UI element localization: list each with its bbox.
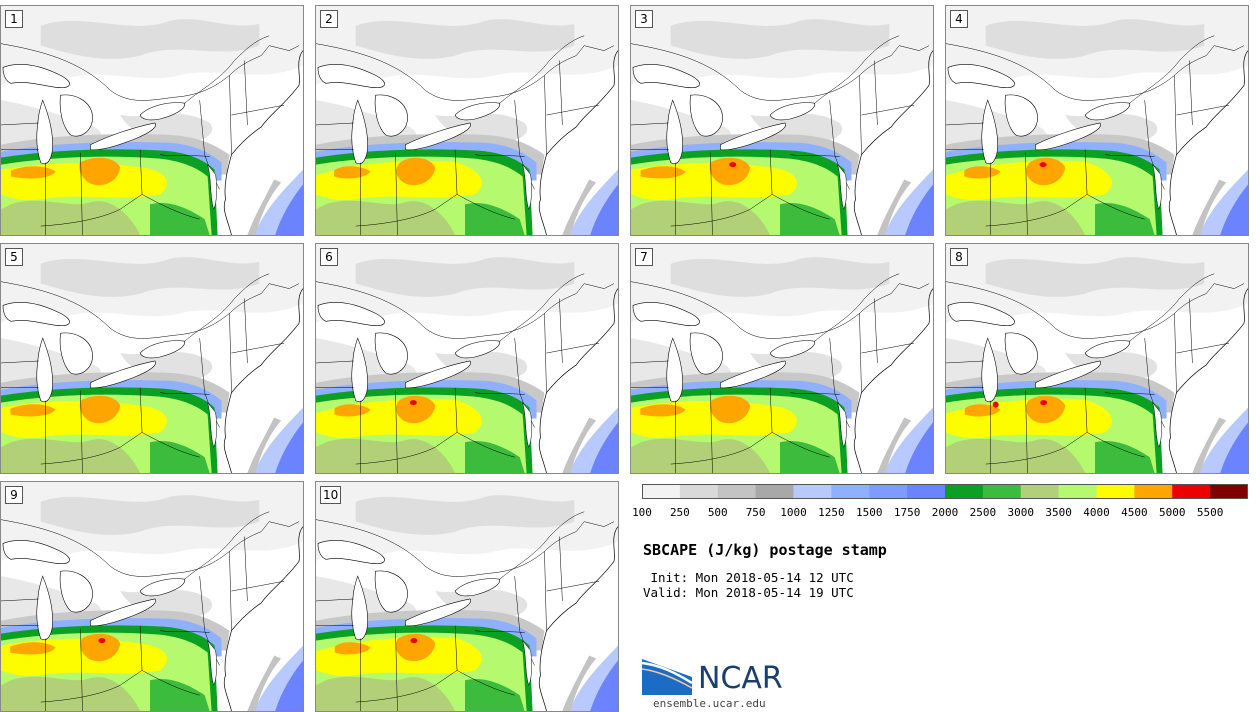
- member-number: 8: [950, 248, 968, 266]
- sbcape-map: [631, 6, 933, 235]
- colorbar-label: 5500: [1196, 506, 1224, 519]
- ensemble-member-panel: 2: [315, 5, 619, 236]
- colorbar-swatch: [1020, 484, 1060, 499]
- colorbar-label: 750: [745, 506, 766, 519]
- colorbar-label: 4500: [1121, 506, 1148, 519]
- init-time: Init: Mon 2018-05-14 12 UTC: [643, 570, 854, 585]
- chart-title: SBCAPE (J/kg) postage stamp: [643, 541, 887, 559]
- colorbar-swatch: [945, 484, 984, 499]
- ncar-logo-text: NCAR: [698, 661, 783, 696]
- colorbar-label: 3000: [1007, 506, 1035, 519]
- colorbar-swatch: [679, 484, 719, 499]
- colorbar-swatch: [831, 484, 870, 499]
- member-number: 9: [5, 486, 23, 504]
- sbcape-map: [631, 244, 933, 473]
- sbcape-map: [316, 6, 618, 235]
- colorbar-swatch: [907, 484, 946, 499]
- member-number: 3: [635, 10, 653, 28]
- colorbar-swatch: [982, 484, 1022, 499]
- colorbar-label: 4000: [1083, 506, 1110, 519]
- sbcape-map: [316, 482, 618, 711]
- member-number: 5: [5, 248, 23, 266]
- ensemble-member-panel: 8: [945, 243, 1249, 474]
- colorbar-label: 3500: [1045, 506, 1072, 519]
- ncar-logo-icon: [642, 659, 693, 695]
- site-url: ensemble.ucar.edu: [653, 697, 766, 710]
- colorbar-swatch: [1210, 484, 1248, 499]
- ensemble-member-panel: 1: [0, 5, 304, 236]
- member-number: 1: [5, 10, 23, 28]
- sbcape-map: [946, 6, 1248, 235]
- member-number: 10: [320, 486, 342, 504]
- colorbar-label: 500: [707, 506, 728, 519]
- sbcape-map: [946, 244, 1248, 473]
- sbcape-map: [316, 244, 618, 473]
- colorbar-swatch: [1058, 484, 1097, 499]
- member-number: 4: [950, 10, 968, 28]
- sbcape-map: [1, 6, 303, 235]
- colorbar-label: 1750: [893, 506, 921, 519]
- member-number: 6: [320, 248, 338, 266]
- colorbar-label: 100: [632, 506, 652, 519]
- sbcape-map: [1, 244, 303, 473]
- ensemble-member-panel: 6: [315, 243, 619, 474]
- ensemble-member-panel: 5: [0, 243, 304, 474]
- colorbar-swatch: [1172, 484, 1211, 499]
- colorbar-label: 2000: [931, 506, 959, 519]
- colorbar-swatch: [1134, 484, 1173, 499]
- colorbar-label: 1500: [856, 506, 883, 519]
- member-number: 7: [635, 248, 653, 266]
- sbcape-map: [1, 482, 303, 711]
- colorbar-swatch: [642, 484, 681, 499]
- colorbar-swatch: [1096, 484, 1135, 499]
- ensemble-member-panel: 10: [315, 481, 619, 712]
- member-number: 2: [320, 10, 338, 28]
- colorbar-swatch: [869, 484, 908, 499]
- colorbar-label: 1000: [780, 506, 807, 519]
- ensemble-member-panel: 4: [945, 5, 1249, 236]
- ensemble-member-panel: 7: [630, 243, 934, 474]
- colorbar-swatch: [717, 484, 757, 499]
- sbcape-colorbar: [642, 484, 1248, 499]
- ensemble-member-panel: 9: [0, 481, 304, 712]
- colorbar-swatch: [755, 484, 794, 499]
- valid-time: Valid: Mon 2018-05-14 19 UTC: [643, 585, 854, 600]
- colorbar-label: 5000: [1159, 506, 1186, 519]
- colorbar-swatch: [793, 484, 832, 499]
- colorbar-label: 250: [669, 506, 690, 519]
- ensemble-member-panel: 3: [630, 5, 934, 236]
- colorbar-label: 2500: [969, 506, 997, 519]
- colorbar-label: 1250: [818, 506, 845, 519]
